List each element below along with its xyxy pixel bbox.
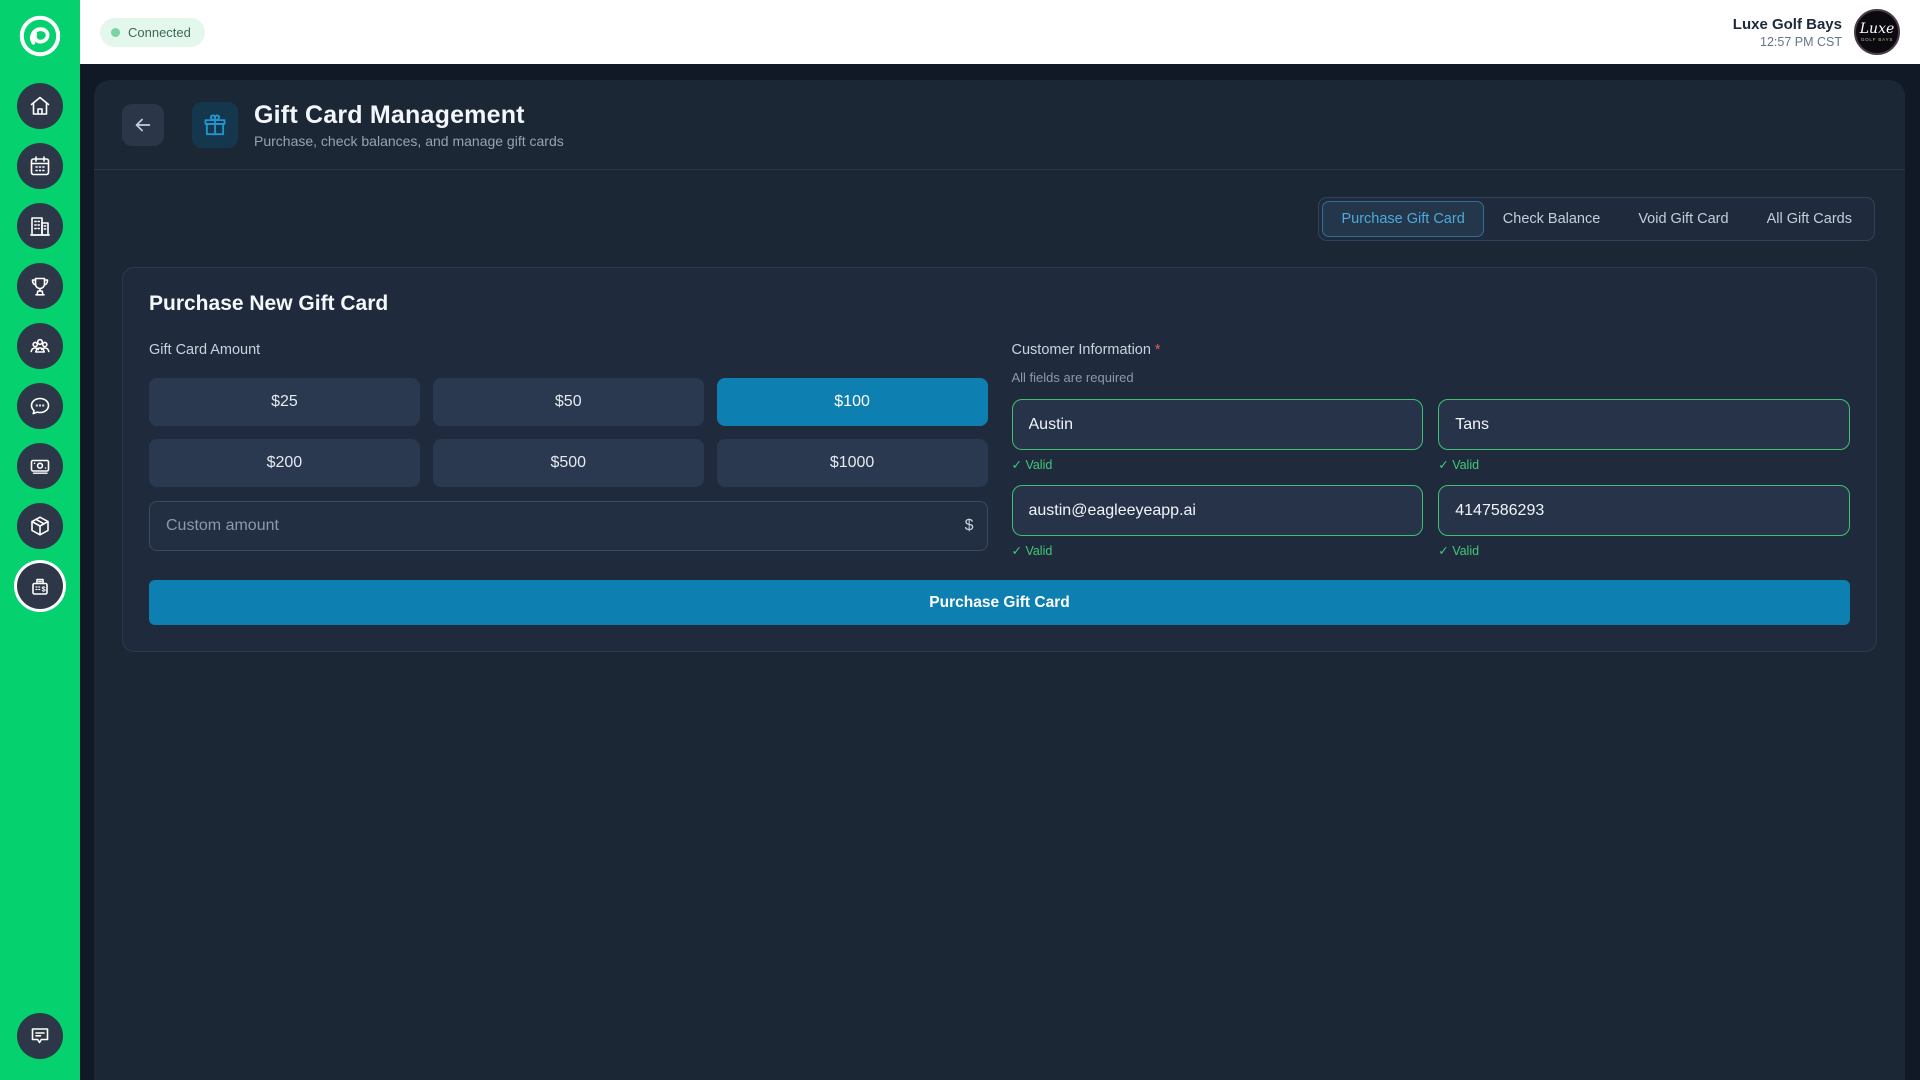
tab-all-gift-cards[interactable]: All Gift Cards	[1748, 201, 1871, 237]
amount-button-25[interactable]: $25	[149, 378, 420, 426]
customer-info-label: Customer Information *	[1011, 342, 1161, 358]
gift-tile	[192, 102, 238, 148]
custom-amount-input[interactable]	[149, 501, 988, 551]
members-icon	[30, 338, 50, 353]
header-divider	[94, 169, 1905, 170]
gift-card-tabs: Purchase Gift Card Check Balance Void Gi…	[1318, 197, 1875, 241]
page-header: Gift Card Management Purchase, check bal…	[94, 80, 1905, 149]
arrow-left-icon	[135, 118, 151, 132]
customer-info-section: Customer Information * All fields are req…	[1011, 342, 1850, 558]
sidebar-item-packages[interactable]	[17, 503, 63, 549]
feedback-icon	[31, 1028, 49, 1044]
back-button[interactable]	[122, 104, 164, 146]
currency-symbol: $	[964, 517, 974, 534]
register-icon: $	[32, 578, 48, 595]
org-name: Luxe Golf Bays	[1732, 15, 1842, 33]
phone-field-group: ✓ Valid	[1438, 485, 1850, 558]
sidebar-item-feedback[interactable]	[17, 1013, 63, 1059]
trophy-icon	[31, 277, 49, 296]
cash-icon	[30, 459, 50, 474]
sidebar-item-payments[interactable]	[17, 443, 63, 489]
first-name-field-group: ✓ Valid	[1011, 399, 1424, 472]
amount-button-1000[interactable]: $1000	[716, 439, 988, 487]
app-logo-icon[interactable]	[17, 13, 63, 59]
tab-check-balance[interactable]: Check Balance	[1484, 201, 1620, 237]
svg-text:$: $	[42, 584, 47, 593]
amount-button-100[interactable]: $100	[716, 378, 988, 426]
building-icon	[30, 217, 50, 236]
last-name-field-group: ✓ Valid	[1438, 399, 1850, 472]
topbar: Connected Luxe Golf Bays 12:57 PM CST Lu…	[80, 0, 1920, 64]
required-note: All fields are required	[1011, 370, 1134, 385]
amount-section: Gift Card Amount $25 $50 $100 $200 $500 …	[149, 342, 988, 558]
page-subtitle: Purchase, check balances, and manage gif…	[254, 133, 564, 149]
home-icon	[30, 96, 50, 115]
first-name-valid-status: ✓ Valid	[1011, 458, 1053, 472]
phone-input[interactable]	[1438, 485, 1850, 536]
last-name-valid-status: ✓ Valid	[1438, 458, 1480, 472]
email-valid-status: ✓ Valid	[1011, 544, 1053, 558]
purchase-gift-card-button[interactable]: Purchase Gift Card	[149, 580, 1850, 625]
last-name-input[interactable]	[1438, 399, 1850, 450]
amount-grid: $25 $50 $100 $200 $500 $1000	[149, 378, 988, 487]
required-asterisk: *	[1154, 342, 1161, 358]
sidebar-nav: $	[17, 83, 63, 609]
amount-button-200[interactable]: $200	[149, 439, 420, 487]
sidebar-item-home[interactable]	[17, 83, 63, 129]
tab-purchase-gift-card[interactable]: Purchase Gift Card	[1322, 201, 1484, 237]
connection-status-badge: Connected	[100, 17, 205, 47]
chat-icon	[30, 397, 50, 415]
amount-label: Gift Card Amount	[149, 342, 261, 358]
phone-valid-status: ✓ Valid	[1438, 544, 1480, 558]
first-name-input[interactable]	[1011, 399, 1424, 450]
card-heading: Purchase New Gift Card	[149, 292, 389, 315]
status-label: Connected	[128, 24, 191, 40]
sidebar-item-gift-cards-pos[interactable]: $	[17, 563, 63, 609]
content-panel: Gift Card Management Purchase, check bal…	[94, 80, 1905, 1080]
sidebar: $	[0, 0, 80, 1080]
current-time: 12:57 PM CST	[1760, 34, 1842, 49]
tab-void-gift-card[interactable]: Void Gift Card	[1619, 201, 1747, 237]
purchase-card: Purchase New Gift Card Gift Card Amount …	[122, 267, 1877, 652]
status-dot-icon	[111, 27, 120, 37]
package-icon	[31, 516, 49, 536]
calendar-icon	[30, 156, 50, 176]
sidebar-item-leagues[interactable]	[17, 263, 63, 309]
gift-icon	[204, 114, 226, 136]
amount-button-50[interactable]: $50	[432, 378, 704, 426]
sidebar-item-facility[interactable]	[17, 203, 63, 249]
avatar[interactable]: Luxe GOLF BAYS	[1854, 9, 1900, 55]
sidebar-item-chat[interactable]	[17, 383, 63, 429]
amount-button-500[interactable]: $500	[432, 439, 704, 487]
sidebar-item-members[interactable]	[17, 323, 63, 369]
sidebar-item-calendar[interactable]	[17, 143, 63, 189]
page-title: Gift Card Management	[254, 101, 525, 129]
email-field-group: ✓ Valid	[1011, 485, 1424, 558]
email-input[interactable]	[1011, 485, 1424, 536]
